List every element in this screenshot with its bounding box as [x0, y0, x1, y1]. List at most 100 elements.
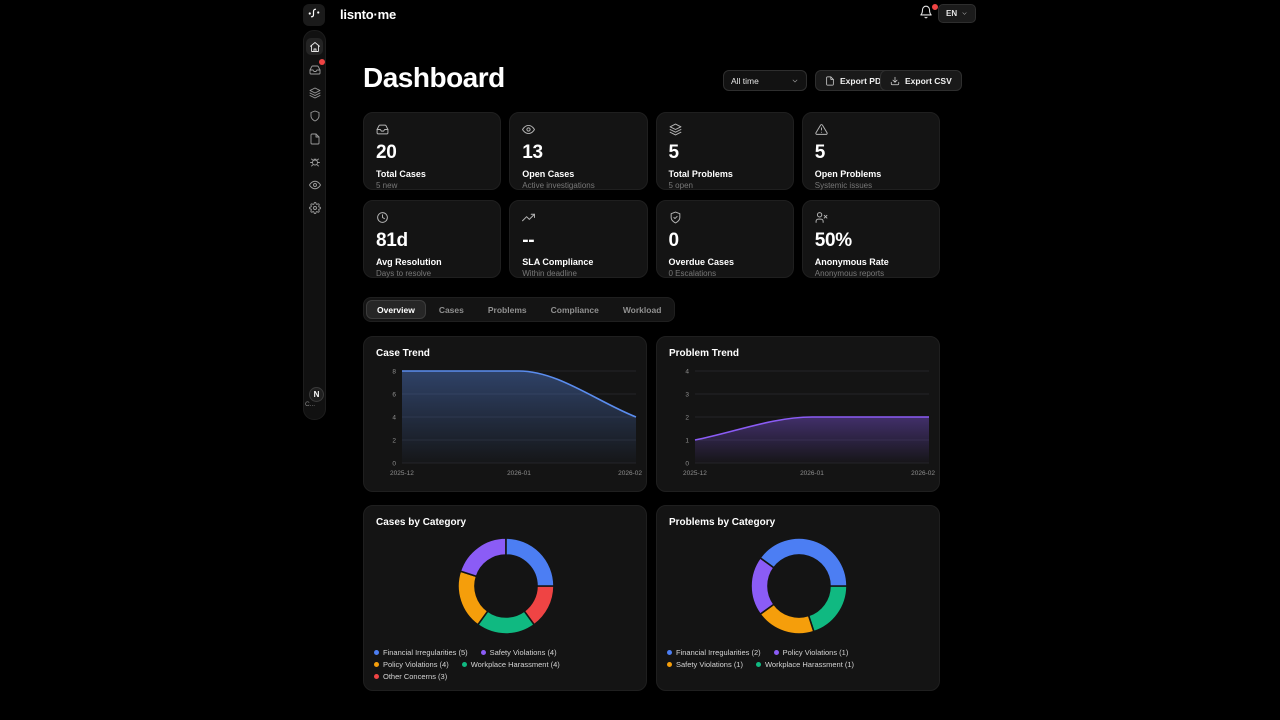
tab-cases[interactable]: Cases: [428, 300, 475, 319]
stat-card: 81d Avg Resolution Days to resolve: [363, 200, 502, 278]
sidebar-item-document[interactable]: [306, 130, 323, 147]
case-trend-chart: 0 2 4 6 8 2025-12 2026-01 2026-02: [390, 369, 642, 478]
cases-by-category-card: Cases by Category Financial Irregulariti…: [363, 505, 647, 691]
legend-dot: [667, 650, 672, 655]
file-icon: [825, 75, 835, 86]
legend-dot: [374, 650, 379, 655]
legend-label: Financial Irregularities (2): [676, 648, 761, 657]
language-selector[interactable]: EN: [938, 4, 977, 23]
stat-value: --: [522, 230, 535, 251]
notifications-button[interactable]: [919, 3, 939, 23]
dashboard-tabs: Overview Cases Problems Compliance Workload: [363, 297, 676, 322]
layers-icon: [669, 123, 781, 137]
eye-icon: [522, 123, 634, 137]
bug-icon: [309, 156, 321, 168]
problems-legend: Financial Irregularities (2) Policy Viola…: [657, 644, 939, 669]
problems-by-category-chart: [750, 537, 848, 635]
svg-text:4: 4: [685, 369, 689, 376]
legend-label: Safety Violations (1): [676, 660, 743, 669]
home-icon: [309, 41, 321, 53]
tab-workload[interactable]: Workload: [612, 300, 673, 319]
tab-problems[interactable]: Problems: [477, 300, 538, 319]
tab-compliance[interactable]: Compliance: [540, 300, 610, 319]
legend-dot: [773, 650, 779, 655]
tab-overview[interactable]: Overview: [366, 300, 426, 319]
inbox-icon: [309, 64, 321, 76]
legend-label: Workplace Harassment (4): [470, 660, 560, 669]
stat-subtitle: Days to resolve: [376, 269, 432, 278]
case-trend-card: Case Trend 0 2 4 6 8 2025-12 2026-01 2026-02: [363, 336, 647, 492]
sidebar-item-layers[interactable]: [306, 84, 323, 101]
sidebar-item-eye[interactable]: [306, 176, 323, 193]
export-pdf-label: Export PDF: [840, 75, 887, 86]
cases-by-category-chart: [457, 537, 555, 635]
legend-item: Other Concerns (3): [374, 672, 447, 681]
legend-dot: [480, 650, 486, 655]
stat-subtitle: Anonymous reports: [814, 269, 885, 278]
stat-label: Open Cases: [522, 169, 575, 179]
legend-label: Workplace Harassment (1): [764, 660, 855, 669]
stat-label: SLA Compliance: [522, 257, 594, 267]
legend-item: Policy Violations (1): [773, 648, 849, 657]
svg-text:8: 8: [392, 369, 396, 376]
time-filter-value: All time: [731, 75, 759, 86]
clock-icon: [376, 211, 488, 225]
legend-label: Other Concerns (3): [383, 672, 448, 681]
stat-value: 5: [668, 142, 680, 163]
page-title: Dashboard: [363, 62, 505, 93]
user-x-icon: [815, 211, 927, 225]
stat-label: Total Cases: [376, 169, 426, 179]
app-logo[interactable]: [303, 4, 325, 26]
stats-grid: 20 Total Cases 5 new 13 Open Cases Active inv…: [363, 112, 940, 278]
chart-title: Case Trend: [376, 348, 430, 359]
stat-subtitle: Active investigations: [522, 181, 595, 190]
sidebar-item-bug[interactable]: [306, 153, 323, 170]
problem-trend-card: Problem Trend 0 1 2 3 4 2025-12 2026-01 2026-02: [656, 336, 940, 492]
sidebar-item-shield[interactable]: [306, 107, 323, 124]
stat-value: 5: [814, 142, 826, 163]
export-csv-label: Export CSV: [905, 75, 952, 86]
cases-legend: Financial Irregularities (5) Safety Viola…: [364, 644, 646, 681]
stat-subtitle: Within deadline: [522, 269, 577, 278]
stat-label: Total Problems: [668, 169, 733, 179]
svg-text:2026-02: 2026-02: [618, 470, 642, 477]
svg-text:2026-02: 2026-02: [911, 470, 935, 477]
trending-up-icon: [522, 211, 634, 225]
legend-item: Workplace Harassment (1): [755, 660, 855, 669]
export-csv-button[interactable]: Export CSV: [880, 70, 962, 91]
sidebar-item-home[interactable]: [306, 38, 323, 55]
legend-item: Safety Violations (4): [480, 648, 557, 657]
svg-text:2: 2: [392, 438, 396, 445]
legend-dot: [374, 674, 379, 679]
settings-icon: [308, 201, 321, 214]
chart-title: Problems by Category: [669, 517, 776, 528]
legend-label: Policy Violations (1): [782, 648, 849, 657]
document-icon: [309, 133, 321, 145]
legend-item: Financial Irregularities (2): [667, 648, 761, 657]
svg-text:3: 3: [685, 392, 689, 399]
svg-text:6: 6: [392, 392, 396, 399]
svg-text:0: 0: [685, 461, 689, 468]
shield-check-icon: [669, 211, 781, 225]
legend-label: Financial Irregularities (5): [383, 648, 468, 657]
avatar[interactable]: N: [309, 387, 324, 402]
sidebar-item-settings[interactable]: [306, 199, 323, 216]
time-filter-select[interactable]: All time: [723, 70, 807, 91]
svg-text:2025-12: 2025-12: [390, 470, 414, 477]
problems-by-category-card: Problems by Category Financial Irregular…: [656, 505, 940, 691]
stat-label: Avg Resolution: [376, 257, 442, 267]
stat-card: 50% Anonymous Rate Anonymous reports: [801, 200, 940, 278]
stat-subtitle: Systemic issues: [814, 181, 873, 190]
problem-trend-chart: 0 1 2 3 4 2025-12 2026-01 2026-02: [683, 369, 935, 478]
export-pdf-button[interactable]: Export PDF: [815, 70, 897, 91]
shield-icon: [309, 110, 321, 122]
sidebar-user[interactable]: N C...: [303, 387, 326, 413]
svg-text:2: 2: [685, 415, 689, 422]
stat-value: 20: [376, 142, 397, 163]
stat-value: 81d: [376, 230, 408, 251]
legend-label: Safety Violations (4): [489, 648, 557, 657]
inbox-icon: [376, 123, 488, 137]
brand-wordmark: lisnto·me: [340, 7, 396, 22]
sidebar-item-inbox[interactable]: [306, 59, 325, 78]
unread-badge: [319, 59, 325, 65]
